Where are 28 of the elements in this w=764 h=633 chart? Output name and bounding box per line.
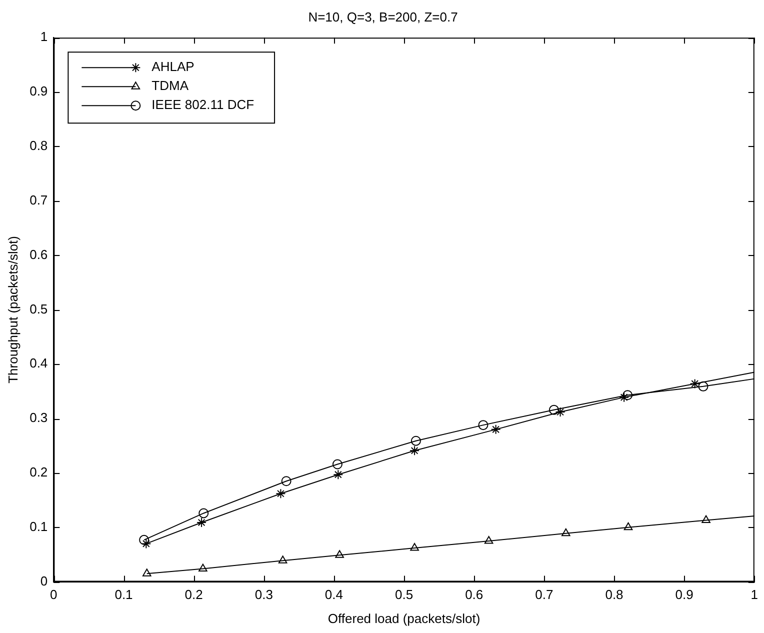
y-tick-label: 0.4 (30, 356, 48, 371)
x-tick-label: 1 (750, 587, 758, 602)
y-tick-label: 0.3 (30, 410, 48, 426)
y-tick-label: 0.5 (30, 301, 48, 316)
legend-label: AHLAP (152, 59, 194, 74)
y-tick-label: 0.1 (30, 518, 48, 534)
x-tick-label: 0.9 (675, 587, 694, 602)
y-tick-label: 0.8 (30, 138, 48, 154)
x-tick-label: 0.8 (605, 587, 624, 602)
x-tick-label: 0.6 (465, 587, 484, 602)
y-tick-label: 0.7 (30, 192, 48, 208)
chart-title: N=10, Q=3, B=200, Z=0.7 (308, 9, 458, 24)
y-tick-label: 0.9 (30, 84, 48, 99)
y-tick-label: 0.6 (30, 246, 48, 262)
x-tick-label: 0 (50, 587, 58, 602)
x-axis-title: Offered load (packets/slot) (328, 610, 480, 626)
y-tick-label: 0.2 (30, 464, 48, 480)
y-tick-label: 1 (40, 29, 48, 44)
y-tick-label: 0 (40, 573, 48, 588)
y-axis-title: Throughput (packets/slot) (5, 236, 20, 384)
x-tick-label: 0.2 (184, 587, 203, 602)
x-tick-label: 0.1 (114, 587, 133, 602)
x-tick-label: 0.5 (394, 587, 414, 602)
x-tick-label: 0.7 (535, 587, 554, 602)
legend-label: IEEE 802.11 DCF (152, 97, 254, 112)
x-tick-label: 0.3 (254, 587, 273, 602)
x-tick-label: 0.4 (324, 587, 343, 602)
legend-label: TDMA (152, 78, 189, 94)
